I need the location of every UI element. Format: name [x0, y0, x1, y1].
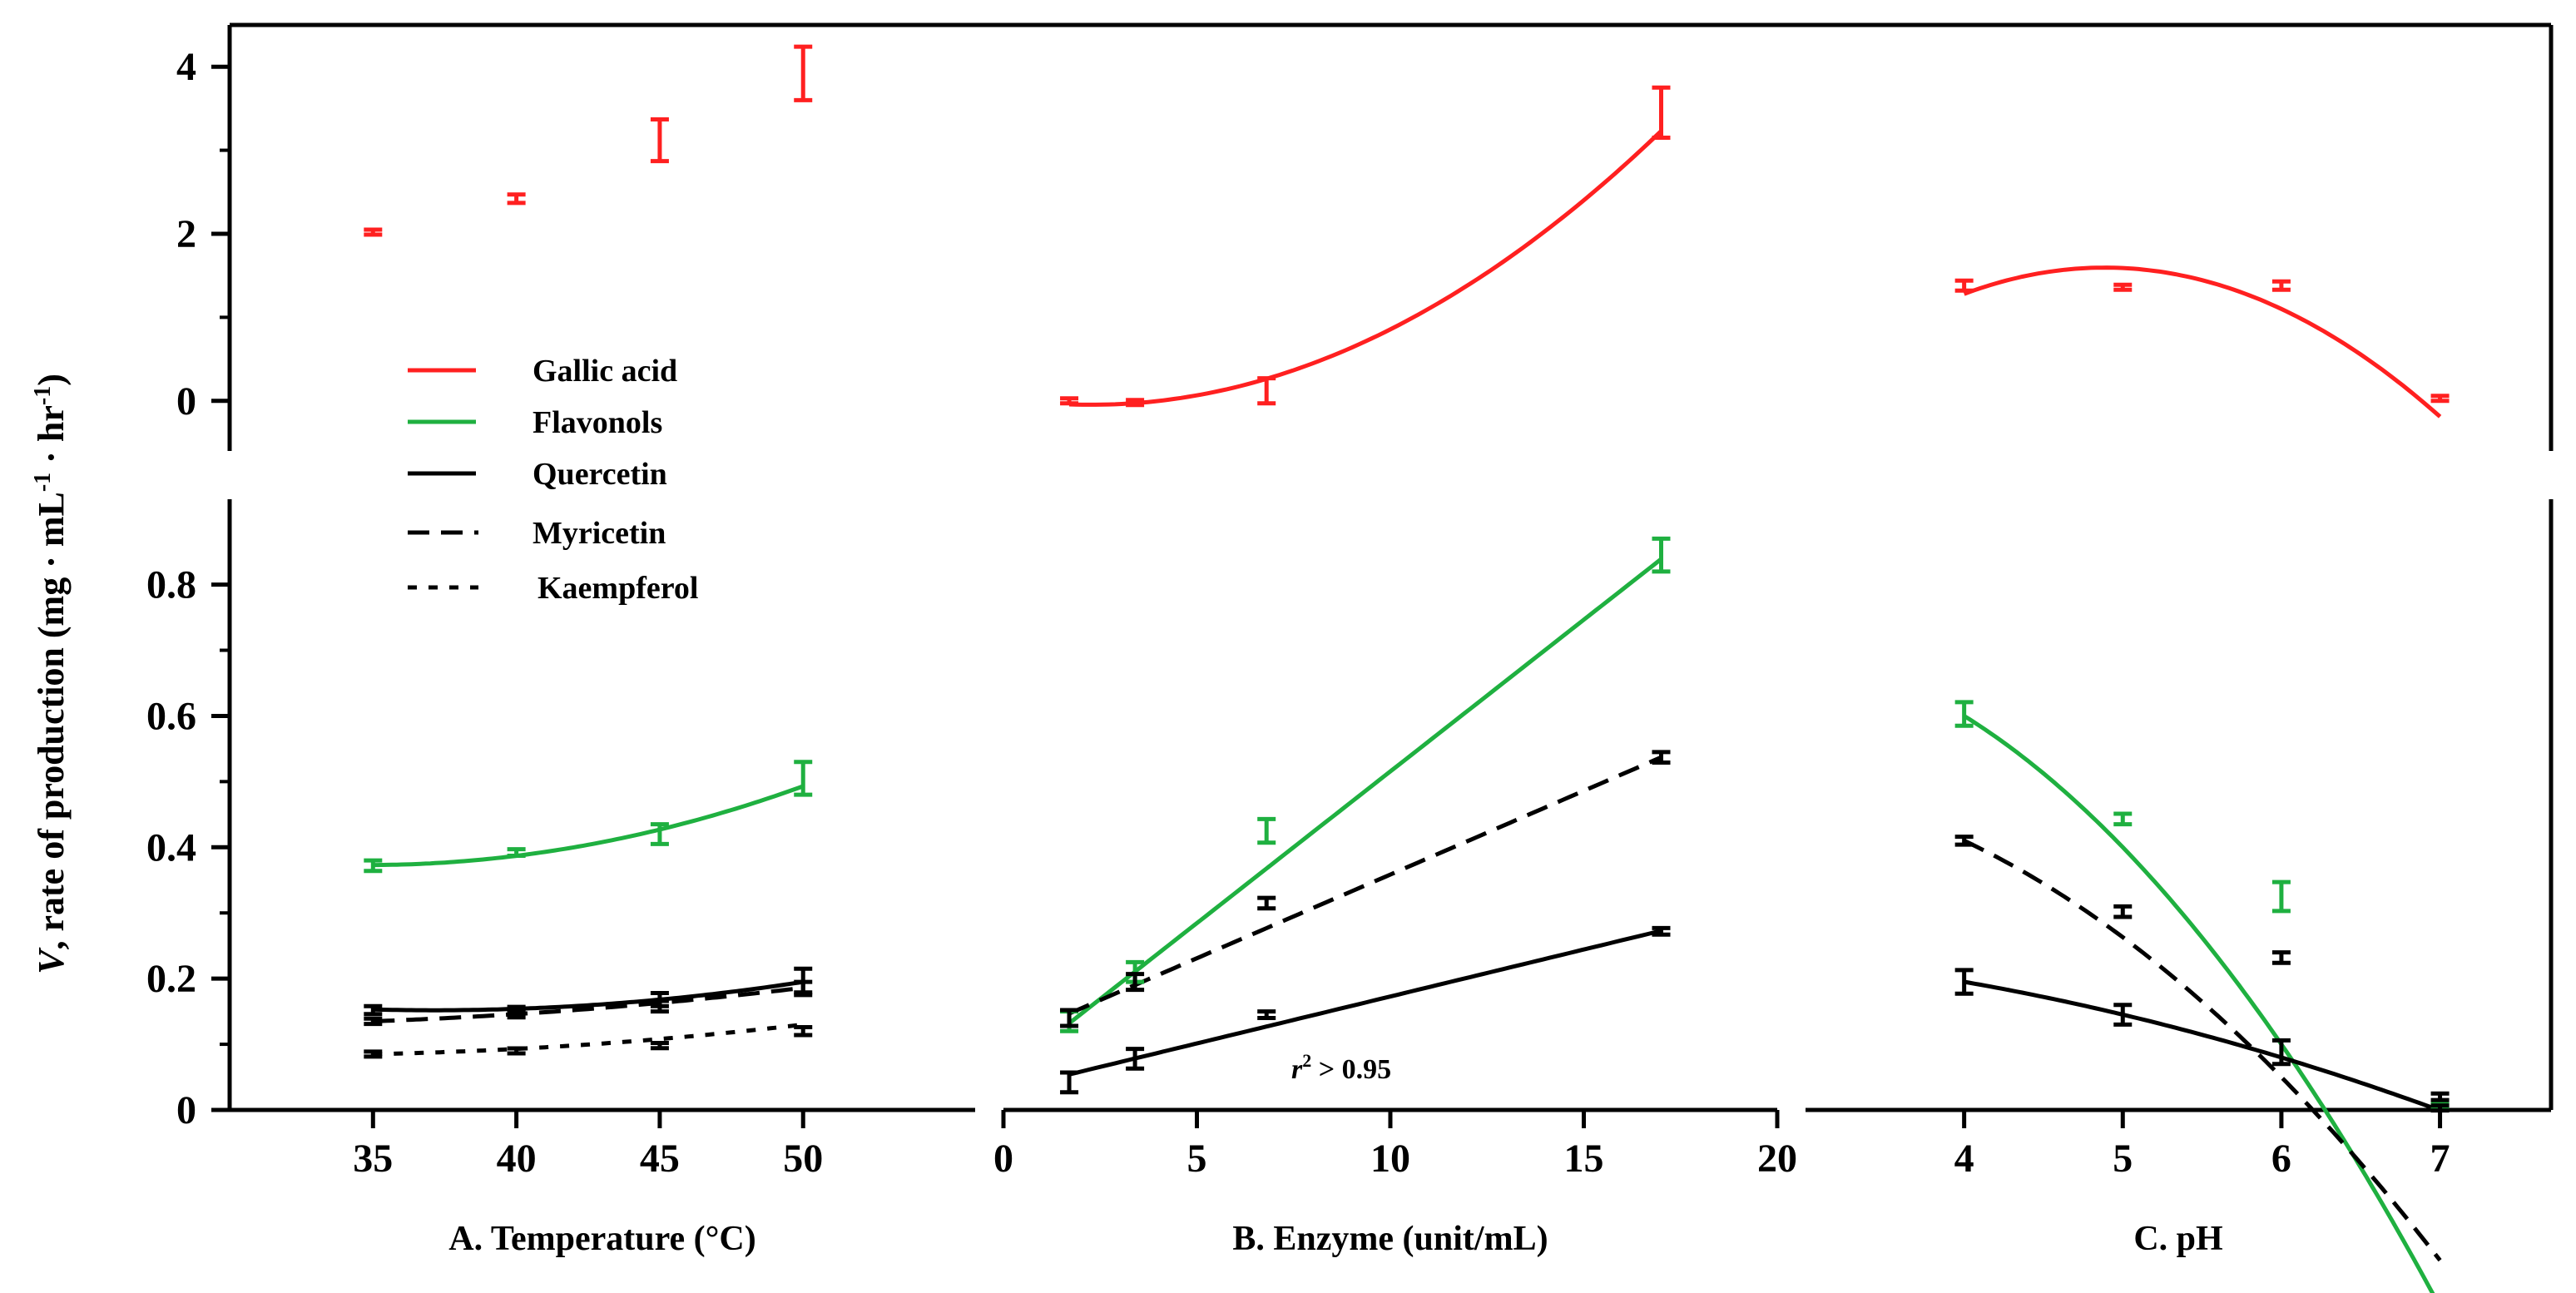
y-tick-label-top: 2: [176, 212, 196, 256]
fit-line-kaempferol-panel-A: [373, 1022, 804, 1057]
y-tick-label-top: 0: [176, 379, 196, 424]
error-bar-quercetin-panel-B: [1126, 1047, 1145, 1071]
x-tick-label-panel-A: 45: [640, 1137, 680, 1181]
error-bar-gallic-acid-panel-A: [507, 192, 526, 206]
error-bar-gallic-acid-panel-A: [364, 227, 383, 237]
x-axis-title-panel-B: B. Enzyme (unit/mL): [1232, 1220, 1548, 1258]
x-tick-label-panel-B: 10: [1370, 1137, 1410, 1181]
legend-label-myricetin: Myricetin: [533, 516, 666, 551]
error-bar-gallic-acid-panel-C: [2271, 279, 2291, 292]
x-tick-label-panel-B: 20: [1757, 1137, 1797, 1181]
fit-line-flavonols-panel-B: [1068, 557, 1663, 1025]
error-bar-gallic-acid-panel-B: [1126, 398, 1145, 408]
fit-line-gallic-acid-panel-B: [1068, 129, 1663, 407]
error-bar-myricetin-panel-C: [2113, 904, 2133, 919]
y-axis-title: V, rate of production (mg · mL-1 · hr-1): [30, 374, 72, 974]
error-bar-myricetin-panel-B: [1126, 972, 1145, 993]
error-bar-quercetin-panel-B: [1060, 1070, 1079, 1095]
fit-curves: [373, 129, 2442, 1293]
legend-label-gallic-acid: Gallic acid: [533, 354, 677, 389]
error-bars: [364, 44, 2450, 1113]
error-bar-quercetin-panel-B: [1652, 925, 1671, 937]
error-bar-gallic-acid-panel-C: [2430, 394, 2450, 404]
fit-line-myricetin-panel-B: [1068, 755, 1662, 1016]
x-tick-label-panel-C: 6: [2271, 1137, 2291, 1181]
error-bar-myricetin-panel-B: [1652, 750, 1671, 765]
fit-line-quercetin-panel-C: [1964, 979, 2441, 1112]
error-bar-kaempferol-panel-A: [794, 1025, 813, 1038]
error-bar-quercetin-panel-C: [1954, 968, 1974, 996]
y-tick-label-bottom: 0: [176, 1088, 196, 1132]
y-tick-label-top: 4: [176, 45, 196, 89]
error-bar-flavonols-panel-A: [650, 822, 669, 846]
fit-line-quercetin-panel-B: [1068, 929, 1662, 1077]
y-tick-label-bottom: 0.6: [146, 694, 196, 738]
error-bar-quercetin-panel-B: [1257, 1009, 1276, 1021]
x-tick-label-panel-B: 0: [993, 1137, 1013, 1181]
error-bar-myricetin-panel-A: [507, 1009, 526, 1020]
x-tick-label-panel-B: 15: [1564, 1137, 1604, 1181]
error-bar-myricetin-panel-B: [1257, 895, 1276, 911]
fit-line-flavonols-panel-A: [373, 784, 805, 868]
fit-line-myricetin-panel-A: [373, 985, 804, 1023]
error-bar-kaempferol-panel-A: [364, 1049, 383, 1059]
y-tick-label-bottom: 0.8: [146, 563, 196, 607]
error-bar-flavonols-panel-B: [1257, 816, 1276, 845]
error-bar-myricetin-panel-C: [2271, 950, 2291, 965]
x-tick-label-panel-B: 5: [1187, 1137, 1207, 1181]
r-squared-annotation: r2 > 0.95: [1291, 1050, 1391, 1085]
error-bar-gallic-acid-panel-A: [650, 116, 669, 164]
legend-label-quercetin: Quercetin: [533, 457, 667, 492]
x-tick-label-panel-C: 7: [2430, 1137, 2450, 1181]
error-bar-gallic-acid-panel-A: [794, 44, 813, 102]
error-bar-gallic-acid-panel-B: [1060, 396, 1079, 406]
error-bar-kaempferol-panel-A: [507, 1046, 526, 1056]
y-tick-label-bottom: 0.4: [146, 825, 196, 869]
y-tick-label-bottom: 0.2: [146, 957, 196, 1001]
error-bar-flavonols-panel-A: [794, 760, 813, 797]
error-bar-flavonols-panel-C: [2271, 879, 2291, 914]
fit-line-quercetin-panel-A: [373, 979, 804, 1013]
fit-line-flavonols-panel-C: [1963, 714, 2435, 1293]
x-tick-label-panel-A: 35: [353, 1137, 393, 1181]
x-tick-label-panel-A: 40: [497, 1137, 537, 1181]
error-bar-myricetin-panel-C: [1954, 835, 1974, 847]
error-bar-quercetin-panel-A: [364, 1003, 383, 1017]
error-bar-quercetin-panel-C: [2113, 1003, 2133, 1027]
legend-label-flavonols: Flavonols: [533, 405, 662, 440]
error-bar-flavonols-panel-C: [1954, 700, 1974, 728]
error-bar-flavonols-panel-A: [507, 847, 526, 859]
error-bar-myricetin-panel-C: [2430, 1091, 2450, 1102]
error-bar-myricetin-panel-B: [1060, 1008, 1079, 1028]
x-tick-label-panel-C: 4: [1954, 1137, 1974, 1181]
error-bar-gallic-acid-panel-C: [2113, 282, 2133, 292]
error-bar-kaempferol-panel-A: [650, 1040, 669, 1051]
fit-line-gallic-acid-panel-C: [1963, 265, 2442, 419]
legend-label-kaempferol: Kaempferol: [537, 571, 698, 606]
error-bar-gallic-acid-panel-B: [1257, 376, 1276, 406]
error-bar-myricetin-panel-A: [794, 979, 813, 998]
error-bar-quercetin-panel-C: [2271, 1038, 2291, 1067]
error-bar-gallic-acid-panel-B: [1652, 85, 1671, 141]
error-bar-flavonols-panel-C: [2113, 811, 2133, 827]
axes-frames: [227, 22, 2554, 1112]
error-bar-myricetin-panel-A: [650, 998, 669, 1014]
x-axis-title-panel-C: C. pH: [2133, 1220, 2222, 1258]
error-bar-flavonols-panel-A: [364, 858, 383, 874]
x-tick-label-panel-A: 50: [783, 1137, 823, 1181]
error-bar-myricetin-panel-A: [364, 1016, 383, 1027]
fit-line-myricetin-panel-C: [1963, 839, 2442, 1262]
error-bar-flavonols-panel-B: [1652, 536, 1671, 574]
error-bar-gallic-acid-panel-C: [1954, 278, 1974, 293]
legend: Gallic acid Flavonols Quercetin Myriceti…: [408, 354, 698, 606]
x-axis-title-panel-A: A. Temperature (°C): [448, 1220, 755, 1258]
x-tick-label-panel-C: 5: [2113, 1137, 2133, 1181]
